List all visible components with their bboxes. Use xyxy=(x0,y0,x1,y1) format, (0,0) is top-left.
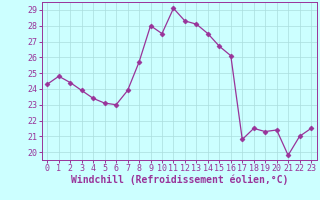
X-axis label: Windchill (Refroidissement éolien,°C): Windchill (Refroidissement éolien,°C) xyxy=(70,175,288,185)
